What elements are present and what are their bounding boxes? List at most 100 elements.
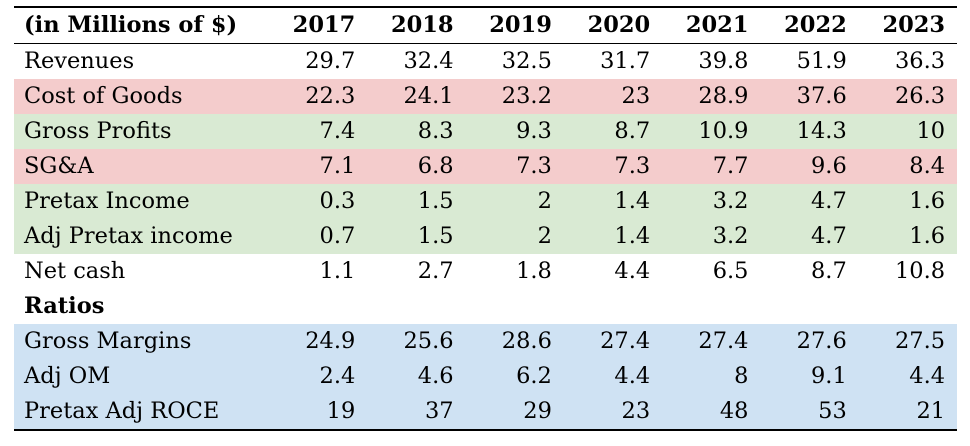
- table-cell: 7.4: [269, 114, 367, 149]
- row-label: Adj OM: [14, 359, 269, 394]
- table-cell: 4.6: [367, 359, 465, 394]
- table-cell: 25.6: [367, 324, 465, 359]
- row-label: Gross Margins: [14, 324, 269, 359]
- table-cell: 22.3: [269, 79, 367, 114]
- table-row: Gross Margins 24.9 25.6 28.6 27.4 27.4 27.6 27.…: [14, 324, 957, 359]
- table-cell: 37: [367, 394, 465, 430]
- table-cell: 27.4: [662, 324, 760, 359]
- section-label: Ratios: [14, 289, 269, 324]
- table-cell: 10.9: [662, 114, 760, 149]
- row-label: Pretax Adj ROCE: [14, 394, 269, 430]
- table-row: Net cash 1.1 2.7 1.8 4.4 6.5 8.7 10.8: [14, 254, 957, 289]
- table-cell: 7.3: [564, 149, 662, 184]
- table-cell: 3.2: [662, 219, 760, 254]
- table-cell: 39.8: [662, 44, 760, 80]
- financial-table-container: (in Millions of $) 2017 2018 2019 2020 2…: [14, 6, 957, 431]
- empty-cell: [367, 289, 465, 324]
- table-cell: 2.7: [367, 254, 465, 289]
- table-cell: 2: [466, 219, 564, 254]
- units-header: (in Millions of $): [14, 7, 269, 44]
- table-header: (in Millions of $) 2017 2018 2019 2020 2…: [14, 7, 957, 44]
- table-cell: 10.8: [859, 254, 957, 289]
- table-cell: 27.6: [760, 324, 858, 359]
- table-cell: 14.3: [760, 114, 858, 149]
- year-header: 2020: [564, 7, 662, 44]
- table-cell: 1.4: [564, 219, 662, 254]
- row-label: SG&A: [14, 149, 269, 184]
- table-cell: 8.7: [760, 254, 858, 289]
- table-cell: 8: [662, 359, 760, 394]
- table-cell: 8.4: [859, 149, 957, 184]
- table-body: Revenues 29.7 32.4 32.5 31.7 39.8 51.9 36.3 Cost…: [14, 44, 957, 431]
- table-row: Gross Profits 7.4 8.3 9.3 8.7 10.9 14.3 10: [14, 114, 957, 149]
- table-cell: 24.9: [269, 324, 367, 359]
- table-cell: 1.6: [859, 184, 957, 219]
- table-cell: 7.3: [466, 149, 564, 184]
- table-cell: 48: [662, 394, 760, 430]
- table-cell: 7.7: [662, 149, 760, 184]
- year-header: 2018: [367, 7, 465, 44]
- section-row: Ratios: [14, 289, 957, 324]
- table-cell: 2.4: [269, 359, 367, 394]
- table-cell: 23: [564, 394, 662, 430]
- year-header: 2017: [269, 7, 367, 44]
- table-row: Cost of Goods 22.3 24.1 23.2 23 28.9 37.6 26.3: [14, 79, 957, 114]
- table-cell: 27.5: [859, 324, 957, 359]
- table-cell: 19: [269, 394, 367, 430]
- table-cell: 23.2: [466, 79, 564, 114]
- table-cell: 26.3: [859, 79, 957, 114]
- table-cell: 31.7: [564, 44, 662, 80]
- table-cell: 36.3: [859, 44, 957, 80]
- table-cell: 1.4: [564, 184, 662, 219]
- table-cell: 4.4: [564, 254, 662, 289]
- table-row: Pretax Adj ROCE 19 37 29 23 48 53 21: [14, 394, 957, 430]
- table-cell: 6.2: [466, 359, 564, 394]
- table-cell: 10: [859, 114, 957, 149]
- table-cell: 6.8: [367, 149, 465, 184]
- table-cell: 28.9: [662, 79, 760, 114]
- empty-cell: [269, 289, 367, 324]
- row-label: Net cash: [14, 254, 269, 289]
- table-cell: 9.6: [760, 149, 858, 184]
- table-row: Pretax Income 0.3 1.5 2 1.4 3.2 4.7 1.6: [14, 184, 957, 219]
- table-cell: 1.1: [269, 254, 367, 289]
- table-cell: 9.3: [466, 114, 564, 149]
- row-label: Cost of Goods: [14, 79, 269, 114]
- table-cell: 32.5: [466, 44, 564, 80]
- table-cell: 4.4: [564, 359, 662, 394]
- table-cell: 0.7: [269, 219, 367, 254]
- row-label: Revenues: [14, 44, 269, 80]
- table-cell: 2: [466, 184, 564, 219]
- table-row: Adj OM 2.4 4.6 6.2 4.4 8 9.1 4.4: [14, 359, 957, 394]
- year-header: 2021: [662, 7, 760, 44]
- table-cell: 32.4: [367, 44, 465, 80]
- table-cell: 1.6: [859, 219, 957, 254]
- table-cell: 51.9: [760, 44, 858, 80]
- row-label: Adj Pretax income: [14, 219, 269, 254]
- table-cell: 24.1: [367, 79, 465, 114]
- table-cell: 29: [466, 394, 564, 430]
- table-cell: 8.3: [367, 114, 465, 149]
- table-cell: 4.7: [760, 184, 858, 219]
- financial-table: (in Millions of $) 2017 2018 2019 2020 2…: [14, 6, 957, 431]
- table-cell: 3.2: [662, 184, 760, 219]
- year-header: 2022: [760, 7, 858, 44]
- empty-cell: [564, 289, 662, 324]
- table-row: Revenues 29.7 32.4 32.5 31.7 39.8 51.9 36.3: [14, 44, 957, 80]
- table-cell: 6.5: [662, 254, 760, 289]
- table-cell: 0.3: [269, 184, 367, 219]
- year-header: 2019: [466, 7, 564, 44]
- table-cell: 1.5: [367, 184, 465, 219]
- table-cell: 8.7: [564, 114, 662, 149]
- table-row: Adj Pretax income 0.7 1.5 2 1.4 3.2 4.7 1.6: [14, 219, 957, 254]
- table-cell: 7.1: [269, 149, 367, 184]
- table-cell: 1.8: [466, 254, 564, 289]
- empty-cell: [662, 289, 760, 324]
- table-cell: 23: [564, 79, 662, 114]
- table-row: SG&A 7.1 6.8 7.3 7.3 7.7 9.6 8.4: [14, 149, 957, 184]
- empty-cell: [466, 289, 564, 324]
- table-cell: 4.7: [760, 219, 858, 254]
- table-cell: 53: [760, 394, 858, 430]
- table-cell: 9.1: [760, 359, 858, 394]
- table-cell: 27.4: [564, 324, 662, 359]
